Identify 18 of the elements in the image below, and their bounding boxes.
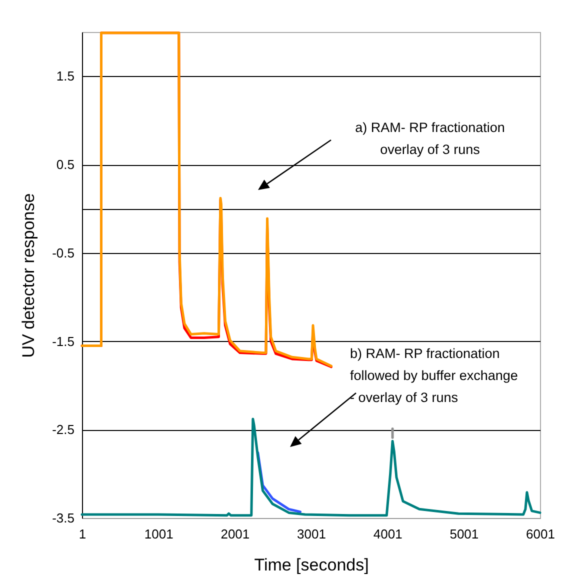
y-tick-label: -0.5: [52, 245, 74, 260]
x-tick-label: 6001: [526, 526, 555, 542]
y-tick-label: -2.5: [52, 422, 74, 438]
x-tick-label: 3001: [297, 526, 326, 542]
y-tick-label: -1.5: [52, 334, 74, 349]
annotation: a) RAM- RP fractionation overlay of 3 runs: [355, 120, 505, 157]
x-tick-label: 5001: [450, 526, 479, 542]
x-tick-label: 1001: [144, 526, 174, 542]
y-tick-label: 1.5: [56, 68, 74, 84]
x-tick-label: 2001: [220, 526, 250, 542]
annotation: b) RAM- RP fractionation followed by buffer exchange - overlay of 3 runs: [350, 346, 518, 405]
x-axis-title: Time [seconds]: [254, 556, 369, 574]
y-tick-label: 0.5: [56, 157, 74, 172]
y-axis-title: UV detector response: [19, 193, 38, 358]
line-series: [80, 418, 542, 517]
y-tick-label: -3.5: [52, 510, 74, 526]
x-tick-label: 4001: [373, 526, 402, 542]
x-tick-label: 1: [78, 526, 86, 542]
